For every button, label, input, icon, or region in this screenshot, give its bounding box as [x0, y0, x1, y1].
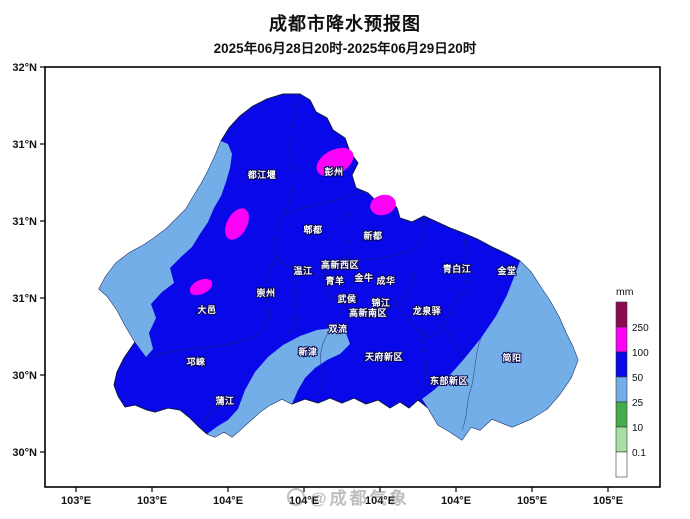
legend-value: 10 — [632, 423, 644, 434]
district-label: 成华 — [376, 275, 395, 286]
x-tick-label: 105°E — [517, 495, 547, 507]
heavy-rain-cell-dujiangyan — [225, 208, 249, 240]
district-label: 天府新区 — [365, 351, 403, 362]
legend-swatch — [615, 326, 628, 353]
district-label: 大邑 — [197, 304, 216, 315]
legend-swatch — [615, 301, 628, 328]
district-label: 锦江 — [371, 297, 390, 308]
district-label: 高新南区 — [349, 307, 387, 318]
forecast-period: 2025年06月28日20时-2025年06月29日20时 — [213, 41, 477, 56]
light-rain-southeast-region — [422, 261, 578, 440]
x-tick-label: 105°E — [593, 495, 623, 507]
y-tick-label: 32°N — [12, 62, 37, 74]
legend-value: 0.1 — [632, 448, 646, 459]
y-tick-label: 31°N — [12, 139, 37, 151]
x-axis: 103°E 103°E 104°E 104°E 104°E 104°E 105°E 105°E — [61, 487, 623, 507]
legend-value: 50 — [632, 373, 644, 384]
district-label: 龙泉驿 — [412, 305, 442, 316]
legend-swatch — [615, 426, 628, 453]
district-label: 青羊 — [325, 275, 344, 286]
district-label: 武侯 — [337, 293, 357, 304]
district-label: 金堂 — [496, 265, 516, 276]
x-tick-label: 104°E — [213, 495, 243, 507]
y-tick-label: 30°N — [12, 370, 37, 382]
district-label: 青白江 — [443, 263, 472, 274]
district-label: 崇州 — [256, 287, 275, 298]
district-label: 东部新区 — [430, 375, 468, 386]
legend-swatch — [615, 376, 628, 403]
legend-swatch — [615, 401, 628, 428]
district-label: 郫都 — [303, 224, 322, 235]
heavy-rain-cell-pengzhou — [316, 147, 354, 177]
y-axis: 32°N 31°N 31°N 31°N 30°N 30°N — [12, 62, 45, 459]
district-label: 蒲江 — [215, 395, 234, 406]
legend-swatch — [615, 351, 628, 378]
district-label: 都江堰 — [247, 169, 277, 180]
legend-swatch — [615, 451, 628, 478]
y-tick-label: 31°N — [12, 216, 37, 228]
x-tick-label: 104°E — [365, 495, 395, 507]
plot-frame — [44, 66, 661, 488]
x-tick-label: 104°E — [441, 495, 471, 507]
y-tick-label: 31°N — [12, 293, 37, 305]
legend-colorbar: mm 250 100 50 25 10 0.1 — [615, 286, 649, 478]
page-title: 成都市降水预报图 — [269, 14, 421, 34]
legend-value: 250 — [632, 323, 649, 334]
legend-value: 100 — [632, 348, 649, 359]
district-label: 新津 — [298, 346, 317, 357]
y-tick-label: 30°N — [12, 447, 37, 459]
district-label: 高新西区 — [321, 259, 359, 270]
light-rain-south-crescent — [207, 328, 350, 437]
district-label: 双流 — [328, 323, 347, 334]
district-label: 简阳 — [502, 352, 521, 363]
watermark-text: @成都气象 — [310, 488, 410, 508]
district-label: 彭州 — [324, 166, 343, 177]
watermark: @成都气象 — [287, 488, 410, 508]
light-rain-west-band — [99, 141, 232, 357]
heavy-rain-cell-dayi — [189, 278, 213, 296]
district-label: 温江 — [293, 265, 312, 276]
x-tick-label: 103°E — [61, 495, 91, 507]
legend-value: 25 — [632, 398, 644, 409]
x-tick-label: 104°E — [289, 495, 319, 507]
watermark-logo-icon — [287, 488, 305, 506]
heavy-rain-cell-northeast — [370, 194, 396, 216]
district-borders — [145, 93, 482, 431]
district-label: 新都 — [363, 230, 382, 241]
x-tick-label: 103°E — [137, 495, 167, 507]
legend-unit: mm — [616, 286, 634, 298]
district-label: 邛崃 — [186, 356, 205, 367]
district-label: 金牛 — [353, 272, 373, 283]
